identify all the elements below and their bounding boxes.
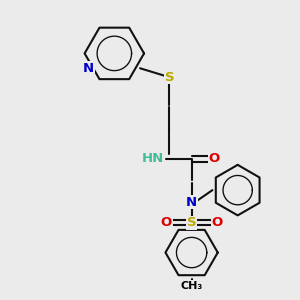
Text: O: O: [211, 216, 223, 229]
Text: N: N: [83, 62, 94, 75]
Text: N: N: [186, 196, 197, 208]
Text: S: S: [164, 71, 174, 84]
Text: CH₃: CH₃: [181, 281, 203, 291]
Text: O: O: [161, 216, 172, 229]
Text: O: O: [208, 152, 220, 165]
Text: HN: HN: [142, 152, 164, 165]
Text: S: S: [187, 216, 196, 229]
